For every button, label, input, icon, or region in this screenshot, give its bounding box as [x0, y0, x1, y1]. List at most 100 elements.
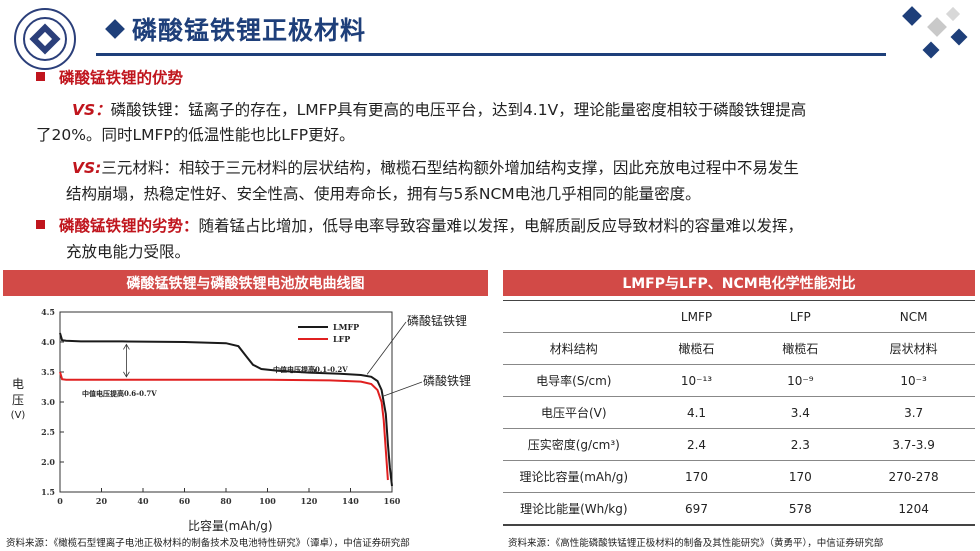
gap-arrow-head-icon [123, 343, 130, 350]
table-cell: 1204 [852, 492, 975, 526]
disadvantages-text2: 充放电能力受限。 [66, 243, 191, 261]
legend-label: LFP [333, 334, 350, 344]
table-cell: 10⁻³ [852, 364, 975, 397]
disadvantages-row: 磷酸锰铁锂的劣势：随着锰占比增加，低导电率导致容量难以发挥，电解质副反应导致材料… [36, 214, 803, 238]
table-cell: 理论比能量(Wh/kg) [503, 492, 645, 526]
page-title: 磷酸锰铁锂正极材料 [132, 16, 367, 45]
vs2-line1: VS:三元材料：相较于三元材料的层状结构，橄榄石型结构额外增加结构支撑，因此充放… [72, 156, 799, 180]
table-row: 电压平台(V) 4.1 3.4 3.7 [503, 396, 975, 429]
x-axis-label: 比容量(mAh/g) [188, 519, 273, 533]
annotation-voltage-gain: 中值电压提高0.6-0.7V [82, 389, 157, 398]
y-axis-label-char: 电 [11, 377, 24, 391]
discharge-curve-chart: 1.5 2.0 2.5 3.0 3.5 4.0 4.5 0 20 40 60 80 100 120 140 1… [41, 307, 423, 506]
table-cell: 3.4 [748, 396, 853, 429]
callout-lfp: 磷酸铁锂 [423, 374, 472, 388]
table-cell: 电导率(S/cm) [503, 364, 645, 397]
callout-leader-lmfp [366, 321, 407, 375]
table-cell: 170 [644, 460, 749, 493]
table-cell: 10⁻¹³ [644, 364, 749, 397]
table-cell: 2.3 [748, 428, 853, 461]
table-header-cell: NCM [852, 300, 975, 333]
vs2-label: VS: [72, 159, 102, 177]
gap-arrow-head-icon [123, 371, 130, 378]
table-header-cell: LMFP [644, 300, 749, 333]
vs1-text1: 磷酸铁锂：锰离子的存在，LMFP具有更高的电压平台，达到4.1V，理论能量密度相… [110, 101, 807, 119]
title-underline [96, 53, 886, 56]
disadvantages-text1: 随着锰占比增加，低导电率导致容量难以发挥，电解质副反应导致材料的容量难以发挥， [198, 217, 804, 235]
x-tick-label: 100 [259, 496, 276, 506]
table-cell: 压实密度(g/cm³) [503, 428, 645, 461]
left-panel-title: 磷酸锰铁锂与磷酸铁锂电池放电曲线图 [3, 270, 488, 296]
x-tick-label: 40 [137, 496, 149, 506]
table-cell: 578 [748, 492, 853, 526]
table-row: 理论比容量(mAh/g) 170 170 270-278 [503, 460, 975, 493]
table-header-row: LMFP LFP NCM [503, 300, 975, 333]
x-tick-label: 80 [220, 496, 232, 506]
table-row: 电导率(S/cm) 10⁻¹³ 10⁻⁹ 10⁻³ [503, 364, 975, 397]
x-tick-label: 140 [342, 496, 359, 506]
callout-leader-lfp [383, 381, 423, 397]
table-cell: 10⁻⁹ [748, 364, 853, 397]
table-header-cell [503, 300, 645, 333]
table-cell: 橄榄石 [644, 332, 749, 365]
x-tick-label: 60 [179, 496, 191, 506]
y-axis-label-char: 压 [11, 393, 24, 407]
vs1-text2: 了20%。同时LMFP的低温性能也比LFP更好。 [36, 126, 355, 144]
table-cell: 电压平台(V) [503, 396, 645, 429]
x-tick-label: 20 [96, 496, 108, 506]
table-cell: 橄榄石 [748, 332, 853, 365]
y-axis-label-char: (V) [10, 410, 26, 421]
table-cell: 4.1 [644, 396, 749, 429]
vs2-text2: 结构崩塌，热稳定性好、安全性高、使用寿命长，拥有与5系NCM电池几乎相同的能量密… [66, 185, 701, 203]
right-source-note: 资料来源：《高性能磷酸铁锰锂正极材料的制备及其性能研究》（黄勇平），中信证券研究… [508, 538, 884, 549]
table-header-cell: LFP [748, 300, 853, 333]
y-tick-label: 4.0 [41, 337, 55, 347]
y-tick-label: 3.0 [41, 397, 55, 407]
legend-label: LMFP [333, 322, 359, 332]
table-cell: 270-278 [852, 460, 975, 493]
y-tick-label: 1.5 [41, 487, 55, 497]
x-tick-label: 160 [384, 496, 401, 506]
decor-diamond-icon [927, 17, 947, 37]
y-tick-label: 3.5 [41, 367, 55, 377]
right-panel-title: LMFP与LFP、NCM电化学性能对比 [503, 270, 975, 296]
vs1-label: VS： [72, 101, 111, 119]
bullet-square-icon [36, 220, 45, 229]
decor-diamond-icon [945, 6, 961, 22]
x-tick-label: 0 [57, 496, 63, 506]
series-line-lmfp [59, 332, 393, 487]
table-cell: 697 [644, 492, 749, 526]
decor-diamond-icon [950, 28, 968, 46]
y-tick-label: 2.5 [41, 427, 55, 437]
y-axis-label: 电 压 (V) [8, 376, 28, 424]
table-cell: 3.7-3.9 [852, 428, 975, 461]
table-cell: 材料结构 [503, 332, 645, 365]
decor-diamond-icon [902, 6, 922, 26]
vs2-text1: 三元材料：相较于三元材料的层状结构，橄榄石型结构额外增加结构支撑，因此充放电过程… [101, 159, 799, 177]
callout-lmfp: 磷酸锰铁锂 [407, 314, 468, 328]
table-cell: 理论比容量(mAh/g) [503, 460, 645, 493]
table-cell: 3.7 [852, 396, 975, 429]
table-row: 材料结构 橄榄石 橄榄石 层状材料 [503, 332, 975, 365]
table-cell: 2.4 [644, 428, 749, 461]
left-source-note: 资料来源：《橄榄石型锂离子电池正极材料的制备技术及电池特性研究》（谭卓），中信证… [6, 538, 410, 549]
y-tick-label: 2.0 [41, 457, 55, 467]
disadvantages-heading: 磷酸锰铁锂的劣势： [59, 217, 199, 235]
bullet-square-icon [36, 72, 45, 81]
table-row: 压实密度(g/cm³) 2.4 2.3 3.7-3.9 [503, 428, 975, 461]
x-tick-label: 120 [301, 496, 318, 506]
comparison-table: LMFP LFP NCM 材料结构 橄榄石 橄榄石 层状材料 电导率(S/cm) 10⁻¹³ 10… [503, 300, 975, 526]
y-tick-label: 4.5 [41, 307, 55, 317]
decor-diamond-icon [922, 41, 940, 59]
table-row: 理论比能量(Wh/kg) 697 578 1204 [503, 492, 975, 526]
title-diamond-icon [105, 19, 125, 39]
vs1-line1: VS：磷酸铁锂：锰离子的存在，LMFP具有更高的电压平台，达到4.1V，理论能量… [72, 98, 806, 122]
table-cell: 170 [748, 460, 853, 493]
advantages-heading: 磷酸锰铁锂的优势 [59, 69, 184, 87]
advantages-heading-row: 磷酸锰铁锂的优势 [36, 66, 183, 90]
series-line-lfp [59, 371, 389, 481]
annotation-lmfp-gain: 中值电压提高0.1-0.2V [273, 365, 348, 374]
university-logo [14, 8, 76, 70]
logo-emblem-icon [23, 17, 67, 61]
table-cell: 层状材料 [852, 332, 975, 365]
